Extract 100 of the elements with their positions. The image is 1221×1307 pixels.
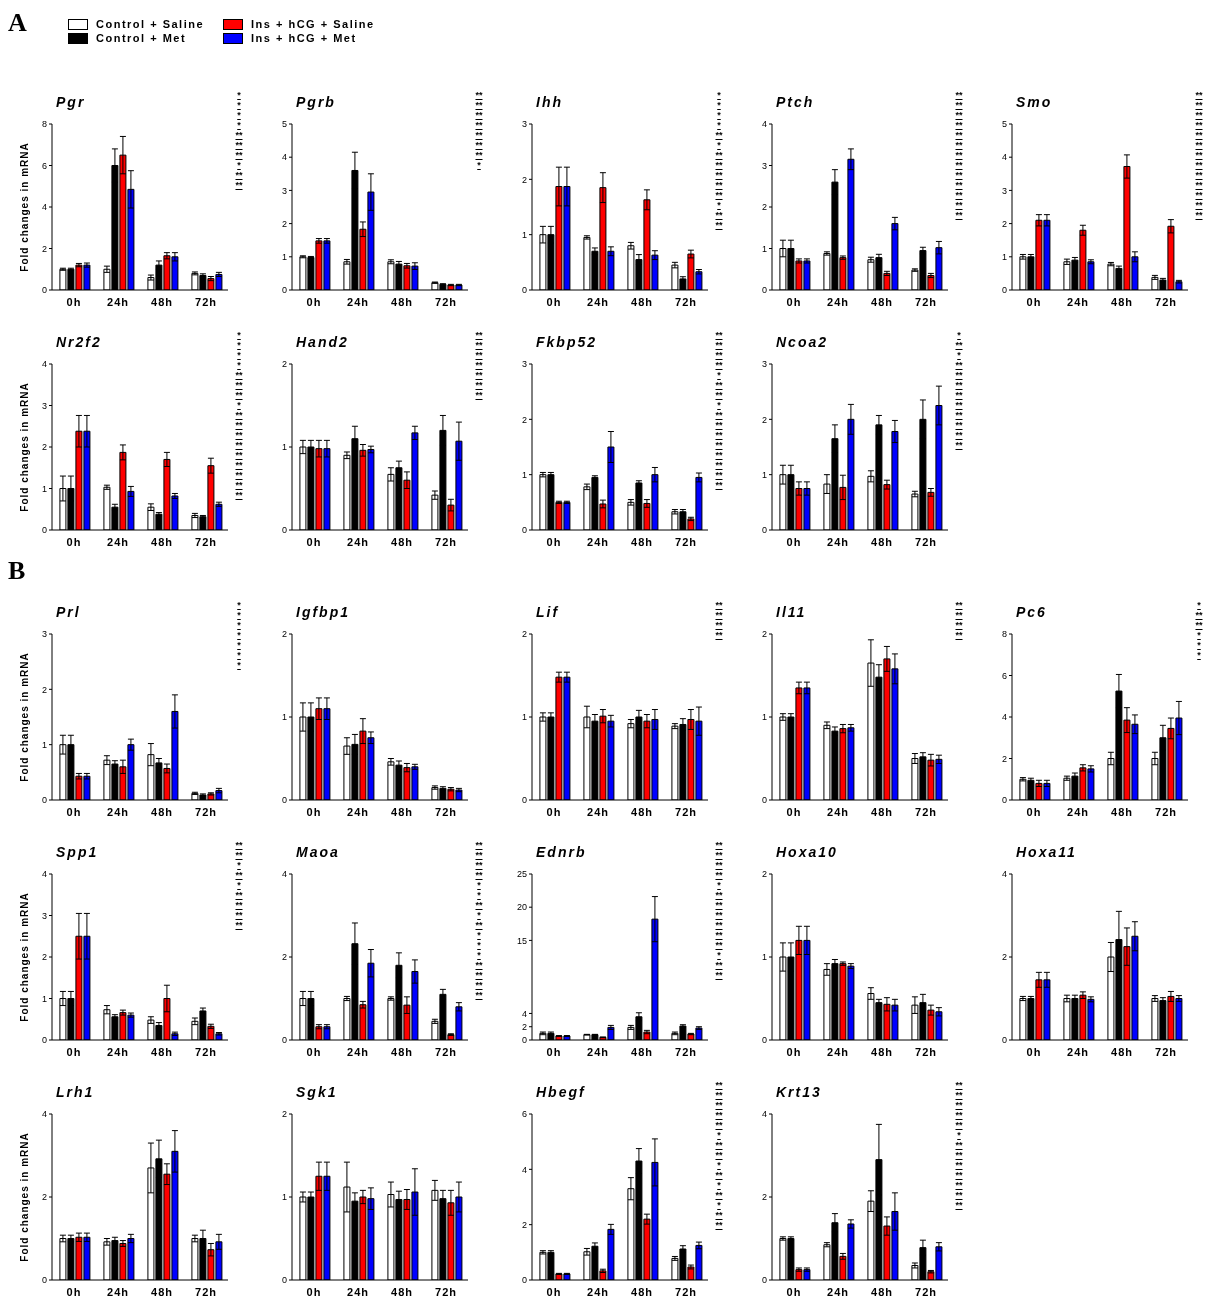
y-tick-label: 0 bbox=[761, 525, 767, 536]
text: ** bbox=[715, 170, 723, 180]
text: * bbox=[717, 200, 721, 210]
y-tick-label: 0 bbox=[761, 285, 767, 296]
text: ** bbox=[715, 210, 723, 220]
text: ** bbox=[1195, 210, 1203, 220]
y-axis-title: Fold changes in mRNA bbox=[18, 652, 30, 782]
x-tick-label: 0h bbox=[1026, 295, 1042, 308]
text: * bbox=[237, 110, 241, 120]
text: ** bbox=[955, 340, 963, 350]
x-tick-label: 48h bbox=[871, 1045, 893, 1058]
y-tick-label: 4 bbox=[521, 1164, 527, 1175]
text: ** bbox=[1195, 130, 1203, 140]
y-tick-label: 2 bbox=[281, 952, 287, 963]
y-tick-label: 1 bbox=[281, 1192, 287, 1203]
text: ** bbox=[955, 390, 963, 400]
y-axis-title: Fold changes in mRNA bbox=[18, 892, 30, 1022]
x-tick-label: 72h bbox=[675, 805, 697, 818]
x-tick-label: 0h bbox=[786, 805, 802, 818]
y-tick-label: 3 bbox=[41, 629, 47, 640]
text: ** bbox=[955, 1120, 963, 1130]
text: ** bbox=[955, 600, 963, 610]
x-tick-label: 0h bbox=[546, 295, 562, 308]
x-tick-label: 48h bbox=[631, 295, 653, 308]
text: ** bbox=[955, 130, 963, 140]
text: ** bbox=[715, 480, 723, 490]
text: ** bbox=[955, 360, 963, 370]
text: ** bbox=[715, 840, 723, 850]
y-tick-label: 8 bbox=[41, 119, 47, 130]
y-tick-label: 2 bbox=[1001, 952, 1007, 963]
x-tick-label: 0h bbox=[786, 1285, 802, 1298]
x-tick-label: 0h bbox=[786, 1045, 802, 1058]
x-tick-label: 0h bbox=[1026, 1045, 1042, 1058]
text: ** bbox=[475, 360, 483, 370]
x-tick-label: 72h bbox=[915, 1045, 937, 1058]
text: ** bbox=[715, 890, 723, 900]
x-tick-label: 48h bbox=[391, 1045, 413, 1058]
x-tick-label: 48h bbox=[871, 805, 893, 818]
text: ** bbox=[235, 900, 243, 910]
chart-title: Maoa bbox=[296, 844, 340, 860]
text: ** bbox=[715, 190, 723, 200]
y-tick-label: 2 bbox=[1001, 218, 1007, 229]
y-tick-label: 2 bbox=[281, 218, 287, 229]
text: ** bbox=[235, 390, 243, 400]
text: ** bbox=[715, 410, 723, 420]
x-tick-label: 72h bbox=[435, 805, 457, 818]
x-tick-label: 0h bbox=[306, 1285, 322, 1298]
text: ** bbox=[715, 380, 723, 390]
chart-title: Pc6 bbox=[1016, 604, 1047, 620]
y-tick-label: 0 bbox=[761, 1035, 767, 1046]
text: ** bbox=[475, 120, 483, 130]
text: ** bbox=[235, 920, 243, 930]
text: ** bbox=[475, 860, 483, 870]
text: ** bbox=[715, 450, 723, 460]
chart-title: Ednrb bbox=[536, 844, 587, 860]
text: ** bbox=[955, 1090, 963, 1100]
text: A bbox=[8, 8, 27, 38]
text: ** bbox=[715, 180, 723, 190]
y-tick-label: 2 bbox=[521, 414, 527, 425]
text: ** bbox=[715, 130, 723, 140]
text: ** bbox=[715, 220, 723, 230]
y-tick-label: 5 bbox=[281, 119, 287, 130]
text: ** bbox=[715, 1210, 723, 1220]
text: ** bbox=[475, 870, 483, 880]
text: ** bbox=[1197, 640, 1201, 660]
x-tick-label: 0h bbox=[306, 295, 322, 308]
text: ** bbox=[715, 1080, 723, 1090]
x-tick-label: 48h bbox=[151, 535, 173, 548]
x-tick-label: 24h bbox=[1067, 1045, 1089, 1058]
text: ** bbox=[715, 460, 723, 470]
text: ** bbox=[955, 1180, 963, 1190]
text: ** bbox=[715, 1150, 723, 1160]
text: ** bbox=[715, 860, 723, 870]
text: ** bbox=[1195, 140, 1203, 150]
text: ** bbox=[715, 470, 723, 480]
y-tick-label: 1 bbox=[521, 469, 527, 480]
y-tick-label: 4 bbox=[1001, 152, 1007, 163]
text: * bbox=[237, 100, 241, 110]
y-tick-label: 1 bbox=[281, 442, 287, 453]
chart-title: Hand2 bbox=[296, 334, 349, 350]
x-tick-label: 48h bbox=[871, 535, 893, 548]
y-tick-label: 1 bbox=[41, 739, 47, 750]
text: * bbox=[957, 330, 961, 340]
text: ** bbox=[475, 980, 483, 990]
x-tick-label: 48h bbox=[151, 295, 173, 308]
text: ** bbox=[715, 160, 723, 170]
x-tick-label: 24h bbox=[107, 535, 129, 548]
y-tick-label: 0 bbox=[521, 795, 527, 806]
text: ** bbox=[955, 100, 963, 110]
chart-title: Hoxa11 bbox=[1016, 844, 1077, 860]
x-tick-label: 24h bbox=[587, 1285, 609, 1298]
text: ** bbox=[475, 840, 483, 850]
text: ** bbox=[955, 610, 963, 620]
text: ** bbox=[955, 190, 963, 200]
text: ** bbox=[235, 870, 243, 880]
y-tick-label: 15 bbox=[516, 935, 527, 946]
x-tick-label: 24h bbox=[827, 535, 849, 548]
text: * bbox=[237, 400, 241, 410]
text: ** bbox=[715, 440, 723, 450]
y-tick-label: 4 bbox=[41, 1109, 47, 1120]
